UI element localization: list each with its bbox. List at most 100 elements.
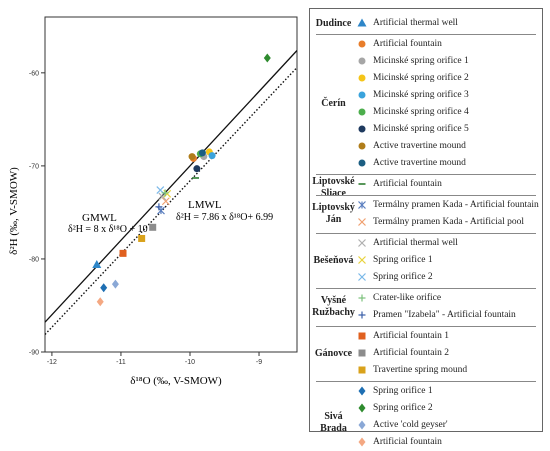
y-tick-label: -90 — [29, 350, 39, 357]
legend-marker-shape — [358, 125, 366, 133]
legend-location: Liptovské Sliace — [312, 176, 355, 199]
legend-group: Bešeňová Artificial thermal well Spring or… — [310, 235, 542, 286]
legend-marker — [358, 332, 366, 340]
legend-divider — [316, 34, 536, 35]
data-point — [111, 279, 119, 289]
legend-group: Dudince Artificial thermal well — [310, 15, 542, 32]
legend-label: Artificial fountain — [373, 179, 442, 189]
y-tick-label: -60 — [29, 70, 39, 77]
data-point — [188, 153, 196, 161]
data-point — [208, 152, 216, 160]
legend-location: Bešeňová — [313, 254, 354, 266]
legend-location: Sivá Brada — [320, 411, 347, 434]
gmwl-line — [45, 50, 297, 323]
legend-marker — [358, 349, 366, 357]
data-point — [149, 223, 157, 231]
legend-group: Gánovce Artificial fountain 1 Artificial f… — [310, 328, 542, 379]
legend-label: Crater-like orifice — [373, 293, 442, 303]
y-tick-label: -80 — [29, 256, 39, 263]
legend-marker-shape — [358, 40, 366, 48]
legend-marker — [358, 57, 366, 65]
lmwl-equation: δ²H = 7.86 x δ¹⁸O+ 6.99 — [176, 212, 273, 223]
chart-axes: -12 -11 -10 -9 -90 -80 -70 -60 — [29, 16, 298, 366]
legend-label: Spring orifice 1 — [373, 386, 433, 396]
legend-marker-shape — [358, 142, 366, 150]
legend-marker — [358, 311, 366, 319]
legend-marker-shape — [358, 239, 366, 247]
legend-label: Micinské spring orifice 1 — [373, 56, 469, 66]
scatter-chart: -12 -11 -10 -9 -90 -80 -70 -60 GMWL δ²H = 8 x δ… — [8, 16, 298, 387]
legend-marker-shape — [358, 386, 366, 396]
legend-group: Liptovský Ján Termálny pramen Kada - Arti… — [310, 197, 542, 231]
legend-label: Spring orifice 2 — [373, 272, 433, 282]
data-point — [198, 149, 206, 157]
line-annotations: GMWL δ²H = 8 x δ¹⁸O + 10 LMWL δ²H = 7.86… — [68, 199, 273, 235]
legend-marker — [357, 18, 367, 27]
data-point — [263, 53, 271, 63]
legend-marker — [358, 386, 366, 396]
data-points — [92, 53, 271, 307]
legend-location: Vyšné Ružbachy — [312, 295, 355, 318]
legend-marker-shape — [358, 349, 366, 357]
legend-label: Pramen "Izabela" - Artificial fountain — [373, 310, 516, 320]
legend-marker — [358, 437, 366, 447]
legend-marker — [358, 239, 366, 247]
legend-marker — [358, 40, 366, 48]
legend-marker-shape — [358, 201, 366, 209]
legend-marker-shape — [358, 74, 366, 82]
legend-marker — [358, 420, 366, 430]
plot-frame — [44, 16, 298, 353]
data-point — [161, 189, 169, 197]
legend-label: Active travertine mound — [373, 141, 466, 151]
legend-marker — [358, 125, 366, 133]
legend-location: Dudince — [315, 17, 352, 29]
legend-divider — [316, 326, 536, 327]
legend-location: Gánovce — [314, 347, 353, 359]
legend-divider — [316, 195, 536, 196]
legend-marker — [358, 256, 366, 264]
legend-label: Artificial fountain 2 — [373, 348, 449, 358]
legend-label: Micinské spring orifice 5 — [373, 124, 469, 134]
legend-marker-shape — [358, 108, 366, 116]
x-tick-label: -12 — [47, 359, 57, 366]
legend-marker — [358, 183, 366, 185]
data-point — [155, 203, 163, 211]
water-lines — [45, 50, 297, 335]
legend-marker-shape — [358, 294, 366, 302]
lmwl-line — [45, 67, 297, 335]
legend-group: Vyšné Ružbachy Crater-like orifice Pramen … — [310, 290, 542, 324]
legend-divider — [316, 174, 536, 175]
legend-label: Spring orifice 1 — [373, 255, 433, 265]
legend-label: Micinské spring orifice 2 — [373, 73, 469, 83]
legend-marker-shape — [358, 311, 366, 319]
gmwl-equation: δ²H = 8 x δ¹⁸O + 10 — [68, 224, 148, 235]
legend-group: Sivá Brada Spring orifice 1 Spring orifice… — [310, 383, 542, 451]
legend-marker — [358, 201, 366, 209]
legend-label: Termálny pramen Kada - Artificial pool — [373, 217, 525, 227]
legend-marker — [358, 142, 366, 150]
legend-divider — [316, 381, 536, 382]
data-point — [193, 165, 201, 173]
data-point — [161, 197, 170, 206]
legend-marker-shape — [358, 91, 366, 99]
legend-label: Active travertine mound — [373, 158, 466, 168]
legend: Dudince Artificial thermal well Čerín Artif… — [309, 8, 543, 447]
x-tick-label: -11 — [116, 359, 126, 366]
data-point — [96, 297, 104, 307]
x-tick-label: -10 — [185, 359, 195, 366]
legend-marker — [358, 294, 366, 302]
y-tick-label: -70 — [29, 163, 39, 170]
legend-label: Termálny pramen Kada - Artificial founta… — [373, 200, 539, 210]
legend-marker-shape — [358, 159, 366, 167]
legend-marker-shape — [357, 18, 367, 27]
x-tick-label: -9 — [256, 359, 262, 366]
legend-marker — [358, 403, 366, 413]
legend-label: Spring orifice 2 — [373, 403, 433, 413]
legend-label: Artificial thermal well — [373, 18, 458, 28]
legend-marker-shape — [358, 273, 366, 281]
legend-marker — [358, 218, 366, 226]
legend-label: Artificial thermal well — [373, 238, 458, 248]
legend-group: Liptovské Sliace Artificial fountain — [310, 176, 542, 199]
legend-marker-shape — [358, 256, 366, 264]
legend-marker-shape — [358, 366, 366, 374]
